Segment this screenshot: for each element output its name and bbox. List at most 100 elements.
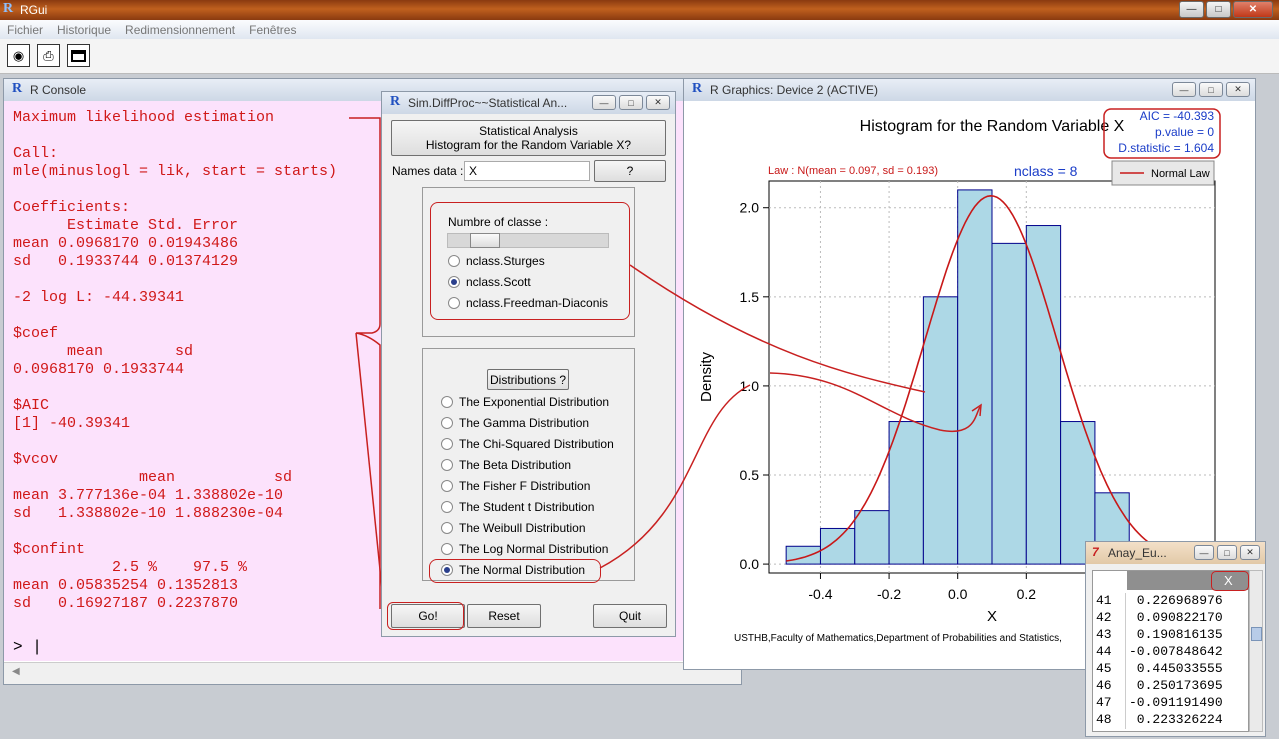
- row-value[interactable]: 0.226968976: [1129, 593, 1223, 608]
- dialog-close-button[interactable]: ✕: [646, 95, 670, 110]
- anay-minimize-button[interactable]: —: [1194, 545, 1214, 560]
- row-value[interactable]: 0.190816135: [1129, 627, 1223, 642]
- distribution-option[interactable]: The Fisher F Distribution: [441, 479, 590, 493]
- data-grid[interactable]: X 41 0.226968976 42 0.090822170 43 0.19081…: [1092, 570, 1249, 732]
- console-line: 2.5 % 97.5 %: [13, 559, 248, 576]
- histogram-bar: [957, 189, 993, 565]
- console-hscrollbar[interactable]: ◀: [4, 662, 741, 684]
- histogram-bar: [785, 545, 821, 565]
- radio-icon[interactable]: [441, 459, 453, 471]
- close-button[interactable]: ✕: [1233, 1, 1273, 18]
- radio-icon[interactable]: [448, 255, 460, 267]
- histogram-bar: [1060, 421, 1096, 565]
- radio-icon[interactable]: [441, 522, 453, 534]
- grid-divider: [1125, 627, 1126, 644]
- printer-icon[interactable]: ⎙: [37, 44, 60, 67]
- row-value[interactable]: 0.250173695: [1129, 678, 1223, 693]
- distribution-option[interactable]: The Beta Distribution: [441, 458, 571, 472]
- slider-handle[interactable]: [470, 233, 500, 248]
- stats-highlight: [1103, 108, 1221, 159]
- class-option[interactable]: nclass.Scott: [448, 275, 531, 289]
- console-line: Call:: [13, 145, 59, 162]
- reset-button[interactable]: Reset: [467, 604, 541, 628]
- radio-icon[interactable]: [441, 543, 453, 555]
- scroll-left-icon[interactable]: ◀: [12, 666, 20, 677]
- graphics-close-button[interactable]: ✕: [1226, 82, 1250, 97]
- y-tick-label: 2.0: [740, 200, 760, 216]
- normal-density-curve: [786, 194, 1164, 562]
- radio-icon[interactable]: [441, 501, 453, 513]
- normal-highlight: [429, 559, 601, 583]
- help-button[interactable]: ?: [594, 160, 666, 182]
- go-highlight: [387, 602, 464, 630]
- names-data-input[interactable]: [464, 161, 590, 181]
- radio-icon[interactable]: [441, 438, 453, 450]
- toolbar: ◉ ⎙: [0, 39, 1279, 74]
- radio-icon[interactable]: [441, 564, 453, 576]
- anay-close-button[interactable]: ✕: [1240, 545, 1260, 560]
- window-icon[interactable]: [67, 44, 90, 67]
- distribution-option[interactable]: The Weibull Distribution: [441, 521, 586, 535]
- row-index: 42: [1096, 610, 1112, 625]
- dialog-maximize-button[interactable]: □: [619, 95, 643, 110]
- go-button[interactable]: Go!: [391, 604, 465, 628]
- x-tick-label: -0.2: [877, 586, 901, 602]
- console-line: mean 0.0968170 0.01943486: [13, 235, 239, 252]
- console-line: $vcov: [13, 451, 59, 468]
- class-slider[interactable]: [447, 233, 609, 248]
- grid-divider: [1125, 678, 1126, 695]
- distribution-option[interactable]: The Chi-Squared Distribution: [441, 437, 614, 451]
- distribution-label: The Chi-Squared Distribution: [459, 437, 614, 451]
- graphics-minimize-button[interactable]: —: [1172, 82, 1196, 97]
- distribution-option[interactable]: The Normal Distribution: [441, 563, 585, 577]
- radio-icon[interactable]: [441, 480, 453, 492]
- distribution-label: The Log Normal Distribution: [459, 542, 609, 556]
- console-line: $coef: [13, 325, 59, 342]
- header-line2: Histogram for the Random Variable X?: [425, 138, 632, 152]
- distribution-option[interactable]: The Gamma Distribution: [441, 416, 589, 430]
- grid-divider: [1125, 644, 1126, 661]
- distribution-option[interactable]: The Student t Distribution: [441, 500, 594, 514]
- console-prompt[interactable]: > |: [13, 638, 42, 656]
- class-option[interactable]: nclass.Sturges: [448, 254, 545, 268]
- minimize-button[interactable]: —: [1179, 1, 1204, 18]
- y-tick-label: 0.0: [740, 556, 760, 572]
- class-option[interactable]: nclass.Freedman-Diaconis: [448, 296, 608, 310]
- console-line: sd 0.1933744 0.01374129: [13, 253, 239, 270]
- scroll-thumb[interactable]: [1251, 627, 1262, 641]
- radio-icon[interactable]: [448, 276, 460, 288]
- y-tick-label: 0.5: [740, 467, 760, 483]
- r-logo-icon: R: [692, 81, 703, 96]
- console-line: -2 log L: -44.39341: [13, 289, 185, 306]
- menu-redimensionnement[interactable]: Redimensionnement: [125, 22, 236, 37]
- menu-fichier[interactable]: Fichier: [7, 22, 44, 37]
- graphics-maximize-button[interactable]: □: [1199, 82, 1223, 97]
- console-line: mean sd: [13, 469, 293, 486]
- camera-icon[interactable]: ◉: [7, 44, 30, 67]
- legend-label: Normal Law: [1151, 168, 1210, 180]
- column-header-x[interactable]: X: [1224, 573, 1233, 588]
- menu-fenetres[interactable]: Fenêtres: [249, 22, 297, 37]
- distributions-help-button[interactable]: Distributions ?: [487, 369, 569, 390]
- distribution-option[interactable]: The Exponential Distribution: [441, 395, 609, 409]
- menu-historique[interactable]: Historique: [57, 22, 112, 37]
- chart-title: Histogram for the Random Variable X: [860, 118, 1125, 135]
- dialog-minimize-button[interactable]: —: [592, 95, 616, 110]
- radio-icon[interactable]: [448, 297, 460, 309]
- distribution-option[interactable]: The Log Normal Distribution: [441, 542, 608, 556]
- row-value[interactable]: 0.445033555: [1129, 661, 1223, 676]
- grid-scrollbar[interactable]: [1249, 570, 1263, 732]
- row-value[interactable]: -0.091191490: [1129, 695, 1223, 710]
- graphics-title: R Graphics: Device 2 (ACTIVE): [710, 83, 879, 97]
- statistical-analysis-button[interactable]: Statistical Analysis Histogram for the R…: [391, 120, 666, 156]
- radio-icon[interactable]: [441, 417, 453, 429]
- anay-maximize-button[interactable]: □: [1217, 545, 1237, 560]
- maximize-button[interactable]: □: [1206, 1, 1231, 18]
- row-value[interactable]: 0.090822170: [1129, 610, 1223, 625]
- row-value[interactable]: 0.223326224: [1129, 712, 1223, 727]
- grid-divider: [1125, 661, 1126, 678]
- quit-button[interactable]: Quit: [593, 604, 667, 628]
- radio-icon[interactable]: [441, 396, 453, 408]
- tk-icon: 7: [1092, 545, 1099, 559]
- row-value[interactable]: -0.007848642: [1129, 644, 1223, 659]
